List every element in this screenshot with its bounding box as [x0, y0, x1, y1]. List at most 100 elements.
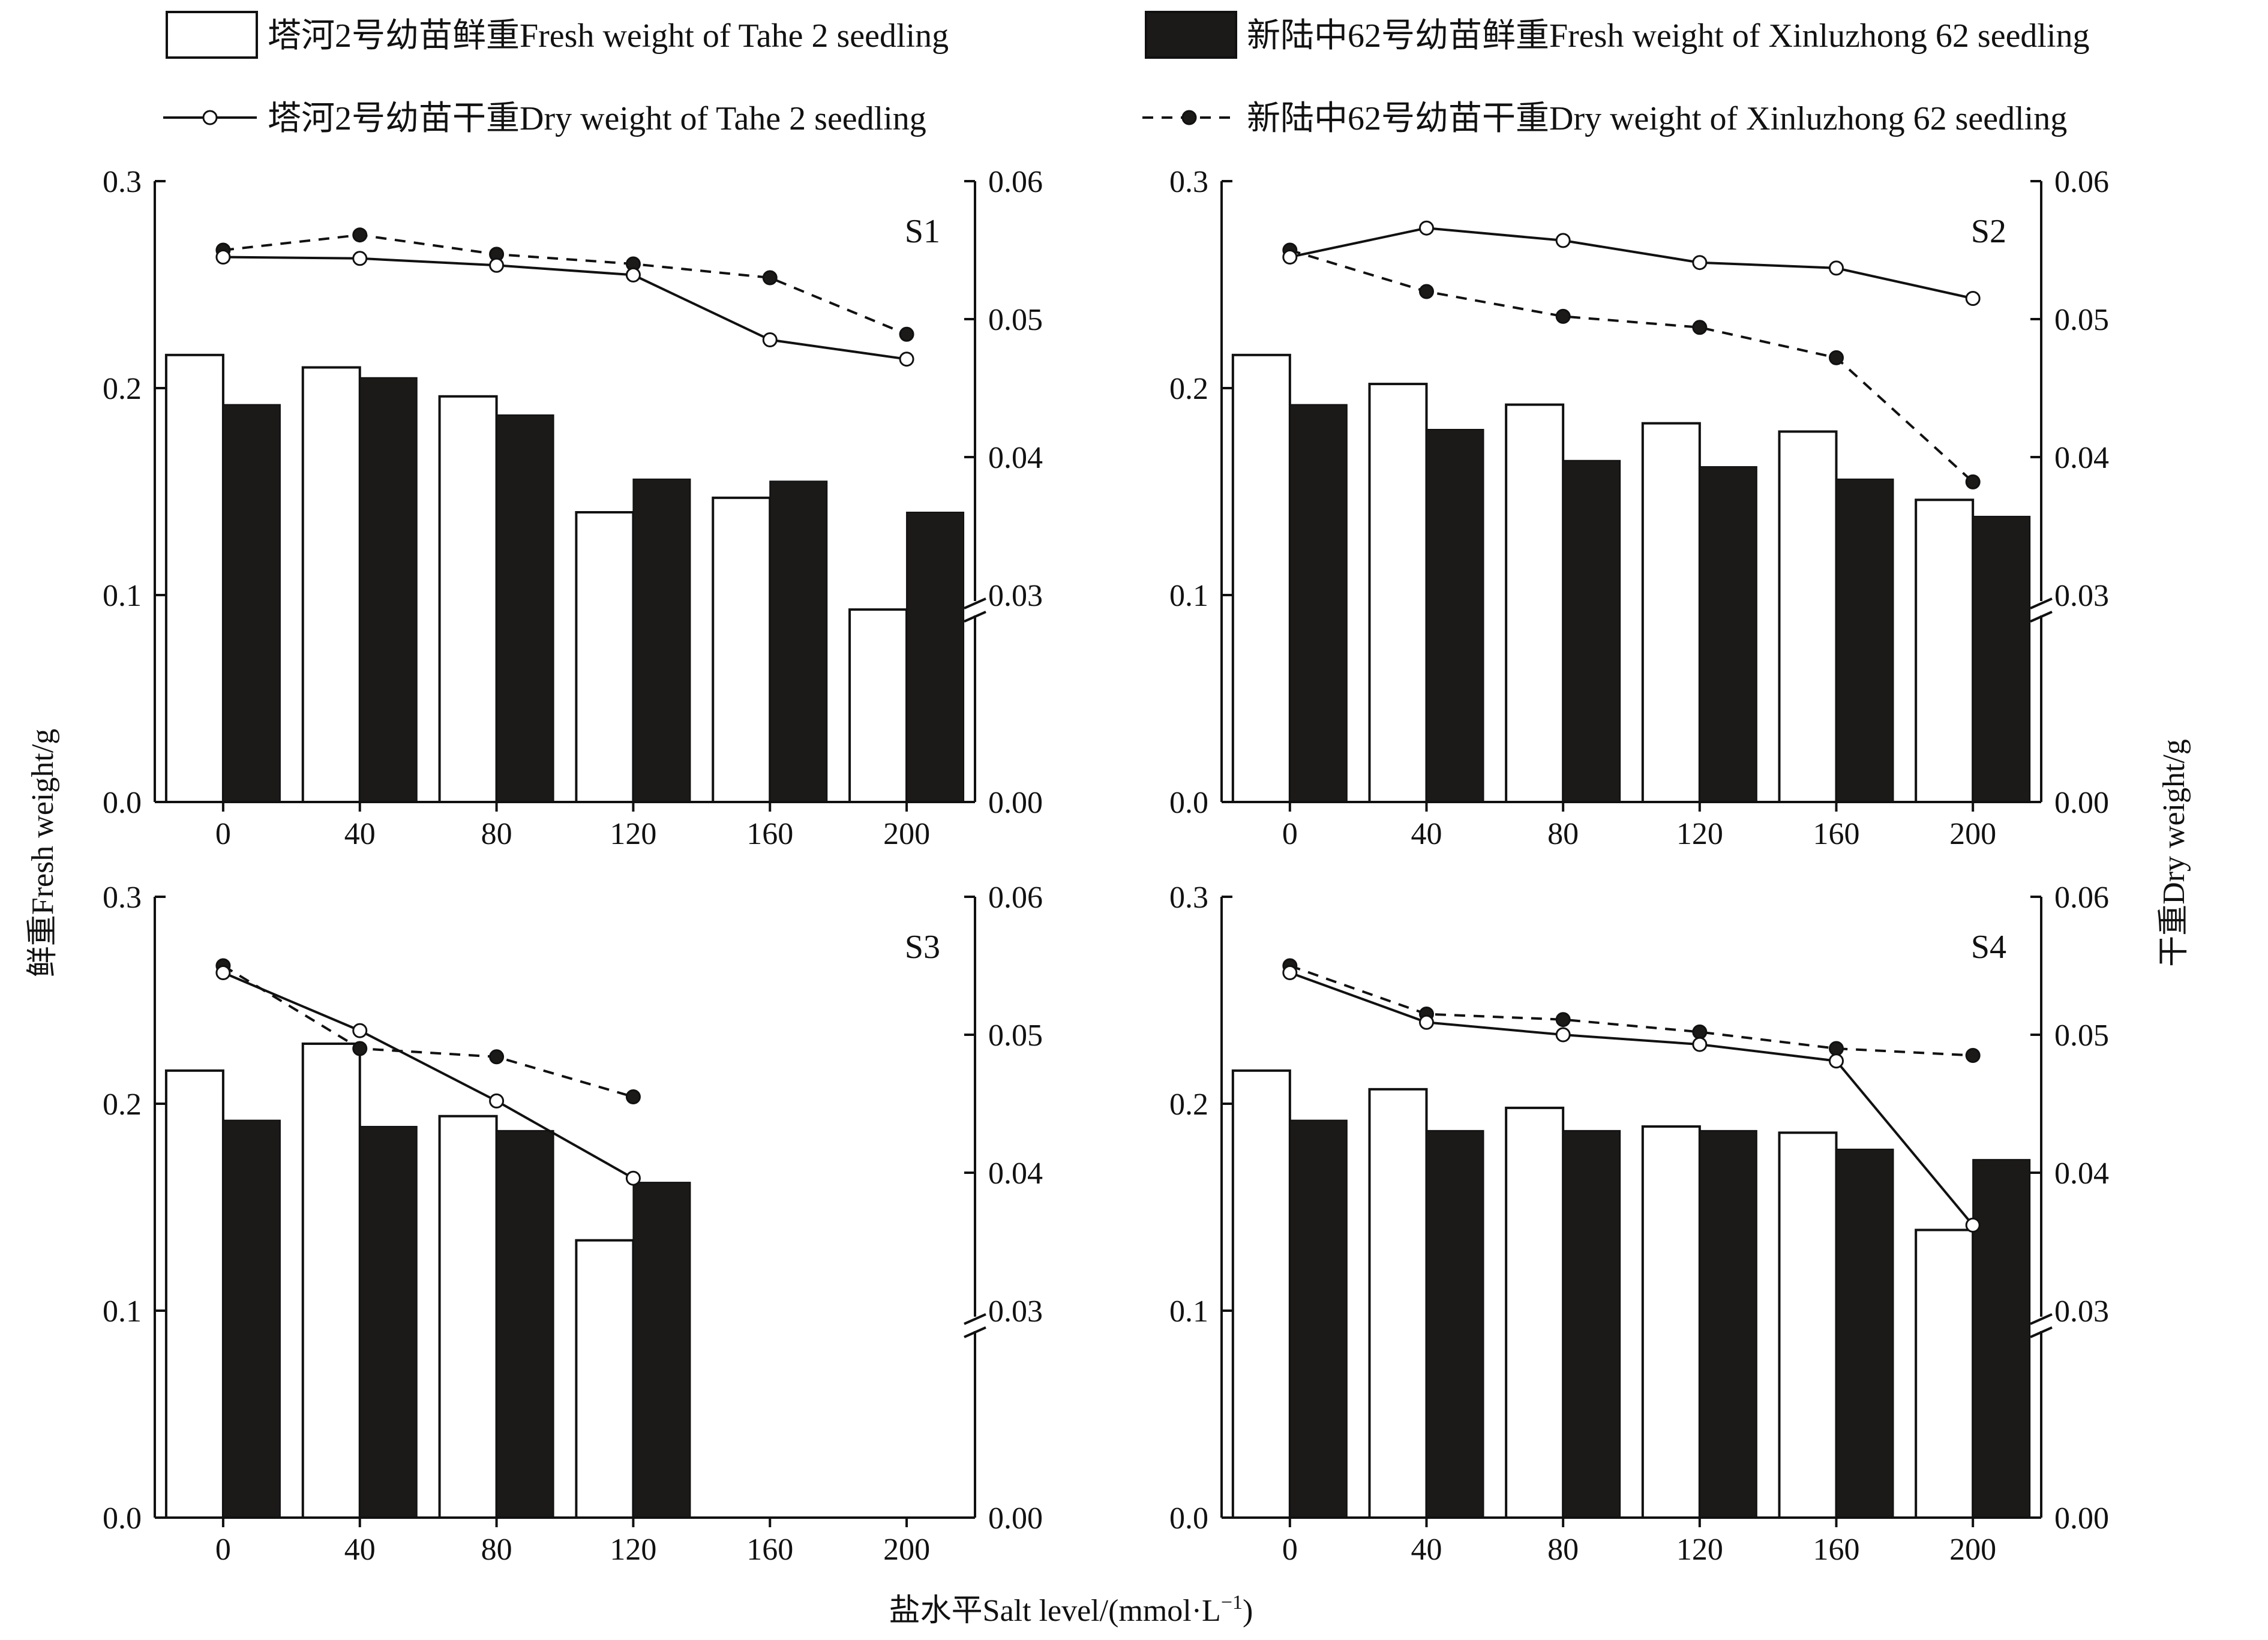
bar-tahe2-80	[438, 395, 498, 803]
bar-tahe2-200	[1915, 1229, 1975, 1519]
right-tick-label: 0.00	[2054, 1501, 2109, 1536]
legend-label: 新陆中62号幼苗干重Dry weight of Xinluzhong 62 se…	[1247, 100, 2067, 137]
axis-break-mark	[2030, 1326, 2053, 1338]
legend-label: 塔河2号幼苗干重Dry weight of Tahe 2 seedling	[268, 100, 926, 137]
point-dry-tahe2-40	[352, 251, 368, 266]
point-dry-tahe2-0	[1282, 965, 1298, 980]
left-tick-label: 0.1	[1169, 1294, 1208, 1329]
left-tick-label: 0.3	[103, 881, 142, 915]
x-tick-label: 80	[481, 817, 512, 851]
legend-item-4: 新陆中62号幼苗干重Dry weight of Xinluzhong 62 se…	[1142, 100, 2067, 137]
axis-break-mark	[964, 611, 986, 623]
bar-xinluzhong62-80	[496, 414, 554, 803]
point-dry-tahe2-160	[1829, 260, 1844, 276]
bar-tahe2-120	[1641, 1125, 1701, 1519]
right-tick-label: 0.04	[988, 441, 1043, 475]
bar-xinluzhong62-120	[1699, 466, 1757, 803]
point-dry-xinluzhong62-160	[1829, 350, 1844, 365]
axes: 0.0 0.1 0.2 0.3 0.00 0.03 0.04 0.05 0.06 0 40 80 120…	[1169, 165, 2109, 851]
right-tick-label: 0.00	[988, 786, 1043, 820]
right-tick-label: 0.03	[988, 1294, 1043, 1329]
bar-tahe2-80	[1505, 1106, 1565, 1519]
bar-xinluzhong62-160	[1835, 1148, 1894, 1518]
bar-tahe2-80	[1505, 403, 1565, 803]
point-dry-xinluzhong62-40	[352, 1041, 368, 1056]
right-tick-label: 0.05	[988, 303, 1043, 337]
bar-xinluzhong62-40	[1426, 1130, 1484, 1518]
point-dry-tahe2-40	[1419, 1014, 1434, 1030]
y-axis-title-left: 鲜重Fresh weight/g	[26, 729, 60, 978]
point-dry-xinluzhong62-120	[1692, 1024, 1708, 1040]
bar-xinluzhong62-40	[359, 1125, 418, 1518]
point-dry-xinluzhong62-40	[352, 227, 368, 243]
bars	[1231, 353, 2031, 803]
left-tick-label: 0.2	[1169, 372, 1208, 406]
left-tick-label: 0.2	[1169, 1088, 1208, 1122]
point-dry-tahe2-120	[1692, 1037, 1708, 1052]
left-tick-label: 0.0	[103, 786, 142, 820]
point-dry-tahe2-80	[489, 1093, 505, 1109]
line-dry-xinluzhong62	[1289, 249, 1974, 483]
x-tick-label: 120	[1676, 1533, 1723, 1567]
point-dry-xinluzhong62-160	[762, 270, 778, 286]
bar-xinluzhong62-160	[769, 480, 828, 803]
right-tick-label: 0.05	[988, 1019, 1043, 1053]
x-tick-label: 200	[883, 817, 930, 851]
legend-item-1: 塔河2号幼苗鲜重Fresh weight of Tahe 2 seedling	[166, 11, 949, 59]
panel-s1: 0.0 0.1 0.2 0.3 0.00 0.03 0.04 0.05 0.06 0 40 80 120…	[103, 165, 1043, 851]
right-tick-label: 0.05	[2054, 303, 2109, 337]
point-dry-tahe2-120	[1692, 255, 1708, 271]
left-tick-label: 0.1	[103, 579, 142, 613]
x-tick-label: 0	[1282, 1533, 1298, 1567]
chart-panels: 0.00.10.20.30.000.030.040.050.060 40 80 120…	[103, 165, 2109, 1567]
bar-tahe2-0	[1231, 353, 1291, 803]
legend-label: 塔河2号幼苗鲜重Fresh weight of Tahe 2 seedling	[268, 17, 949, 55]
legend-marker	[1181, 110, 1197, 125]
y-axis-title-right: 干重Dry weight/g	[2157, 739, 2191, 967]
right-tick-label: 0.06	[988, 165, 1043, 199]
bar-tahe2-80	[438, 1115, 498, 1519]
x-axis-title-sup: −1	[1221, 1591, 1243, 1614]
left-tick-label: 0.0	[1169, 1501, 1208, 1536]
axis-break-mark	[2030, 597, 2053, 609]
bar-xinluzhong62-80	[496, 1130, 554, 1518]
bar-xinluzhong62-80	[1562, 1130, 1621, 1518]
axis-break-mark	[964, 1326, 986, 1338]
point-dry-tahe2-40	[352, 1023, 368, 1038]
point-dry-tahe2-120	[625, 267, 641, 283]
lines	[1282, 958, 1981, 1233]
bars	[164, 353, 965, 804]
right-tick-label: 0.00	[2054, 786, 2109, 820]
bar-tahe2-40	[1368, 1088, 1428, 1519]
right-tick-label: 0.03	[2054, 579, 2109, 613]
x-tick-label: 40	[1411, 1533, 1442, 1567]
point-dry-xinluzhong62-80	[489, 1049, 505, 1065]
x-tick-label: 120	[610, 1533, 656, 1567]
left-tick-label: 0.1	[103, 1294, 142, 1329]
x-tick-label: 0	[1282, 817, 1298, 851]
left-tick-label: 0.2	[103, 372, 142, 406]
x-tick-label: 160	[746, 1533, 793, 1567]
point-dry-tahe2-200	[899, 352, 914, 367]
panel-label: S1	[905, 213, 940, 250]
line-dry-tahe2	[1289, 971, 1974, 1226]
point-dry-tahe2-200	[1965, 291, 1981, 306]
bar-xinluzhong62-80	[1562, 459, 1621, 803]
point-dry-tahe2-0	[215, 250, 231, 265]
bar-xinluzhong62-40	[359, 377, 418, 803]
left-tick-label: 0.0	[103, 1501, 142, 1536]
bar-tahe2-40	[1368, 383, 1428, 803]
panel-s3: 0.0 0.1 0.2 0.3 0.00 0.03 0.04 0.05 0.06 0 40 80 120…	[103, 881, 1043, 1567]
point-dry-tahe2-80	[1555, 233, 1571, 248]
point-dry-tahe2-80	[1555, 1027, 1571, 1043]
right-tick-label: 0.04	[988, 1157, 1043, 1191]
bar-xinluzhong62-40	[1426, 429, 1484, 803]
x-tick-label: 200	[1949, 1533, 1996, 1567]
x-tick-label: 40	[344, 817, 376, 851]
panel-label: S3	[905, 929, 940, 966]
legend-label: 新陆中62号幼苗鲜重Fresh weight of Xinluzhong 62 …	[1247, 17, 2090, 55]
right-tick-label: 0.03	[2054, 1294, 2109, 1329]
left-tick-label: 0.3	[1169, 881, 1208, 915]
point-dry-xinluzhong62-80	[1555, 1012, 1571, 1028]
point-dry-xinluzhong62-40	[1419, 284, 1434, 299]
